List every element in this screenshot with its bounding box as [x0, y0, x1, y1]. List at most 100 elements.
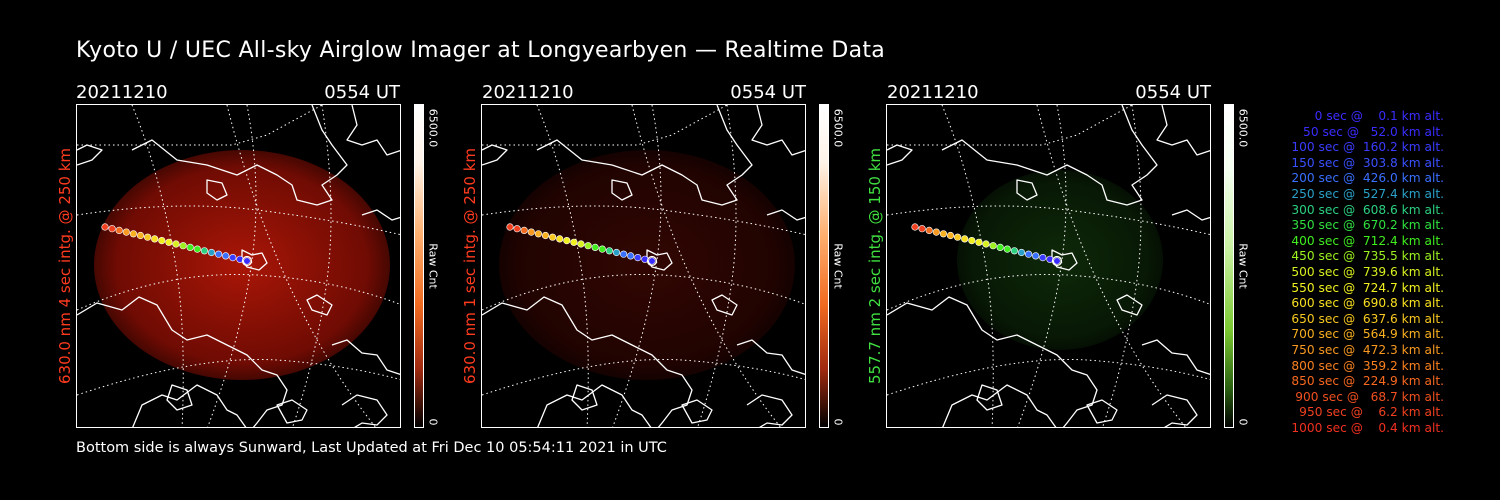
legend-row: 100 sec @ 160.2 km alt.	[1287, 140, 1444, 155]
legend-row: 650 sec @ 637.6 km alt.	[1287, 311, 1444, 326]
legend-row: 200 sec @ 426.0 km alt.	[1287, 171, 1444, 186]
legend-row: 850 sec @ 224.9 km alt.	[1287, 374, 1444, 389]
coastline	[482, 105, 805, 427]
trajectory-dot	[229, 254, 237, 262]
panel-1-map	[77, 105, 400, 427]
legend-row: 450 sec @ 735.5 km alt.	[1287, 249, 1444, 264]
trajectory-dot	[165, 238, 173, 246]
trajectory-dot	[1025, 250, 1033, 258]
trajectory-dot	[584, 242, 592, 250]
panel-1-time: 0554 UT	[324, 82, 400, 103]
panel-2-colorbar-unit: Raw Cnt	[831, 243, 845, 289]
trajectory-dot	[527, 228, 535, 236]
lat-lon-grid	[482, 105, 805, 427]
panel-2-map	[482, 105, 805, 427]
trajectory-dot	[172, 240, 180, 248]
lat-lon-grid	[77, 105, 400, 427]
trajectory-dot	[968, 237, 976, 245]
trajectory-dot	[506, 223, 514, 231]
panel-2-colorbar	[819, 104, 829, 428]
trajectory-dot	[634, 254, 642, 262]
legend-row: 900 sec @ 68.7 km alt.	[1291, 389, 1444, 404]
legend-row: 350 sec @ 670.2 km alt.	[1287, 218, 1444, 233]
trajectory-dot	[200, 247, 208, 255]
trajectory-dot	[953, 233, 962, 241]
trajectory-dot	[989, 242, 997, 250]
panel-2-time: 0554 UT	[730, 82, 806, 103]
legend-row: 800 sec @ 359.2 km alt.	[1287, 358, 1444, 373]
trajectory-dot	[1017, 248, 1026, 257]
page-title: Kyoto U / UEC All-sky Airglow Imager at …	[76, 38, 886, 63]
legend-row: 500 sec @ 739.6 km alt.	[1287, 264, 1444, 279]
panel-1-colorbar	[414, 104, 424, 428]
trajectory-dot	[939, 230, 948, 238]
panel-1-vertical-label: 630.0 nm 4 sec intg. @ 250 km	[56, 147, 74, 385]
coastline	[77, 105, 400, 427]
altitude-legend: 0 sec @ 0.1 km alt. 50 sec @ 52.0 km alt…	[1262, 109, 1444, 436]
legend-row: 1000 sec @ 0.4 km alt.	[1291, 420, 1444, 435]
trajectory-dot	[1039, 254, 1047, 262]
trajectory-dot	[612, 248, 621, 257]
launch-site-marker	[646, 255, 658, 267]
legend-row: 700 sec @ 564.9 km alt.	[1287, 327, 1444, 342]
lat-lon-grid	[887, 105, 1210, 427]
panel-1-colorbar-unit: Raw Cnt	[426, 243, 440, 289]
panel-2-image	[481, 104, 806, 428]
trajectory-dot	[513, 225, 521, 233]
legend-row: 750 sec @ 472.3 km alt.	[1287, 342, 1444, 357]
trajectory-dot	[946, 231, 955, 240]
panel-3-colorbar-unit: Raw Cnt	[1236, 243, 1250, 289]
trajectory-dot	[918, 225, 926, 233]
trajectory-markers	[911, 223, 1063, 267]
trajectory-markers	[101, 223, 253, 267]
trajectory-dot	[1032, 252, 1040, 260]
trajectory-dot	[591, 243, 599, 251]
trajectory-dot	[1010, 247, 1018, 255]
trajectory-dot	[556, 235, 564, 243]
legend-row: 400 sec @ 712.4 km alt.	[1287, 233, 1444, 248]
legend-row: 600 sec @ 690.8 km alt.	[1287, 296, 1444, 311]
airglow-region	[94, 150, 390, 380]
panel-3-colorbar-max: 6500.0	[1236, 108, 1250, 148]
trajectory-dot	[932, 228, 940, 236]
trajectory-dot	[193, 245, 201, 253]
trajectory-dot	[207, 248, 216, 257]
trajectory-dot	[598, 245, 606, 253]
trajectory-dot	[129, 230, 138, 238]
trajectory-dot	[1003, 245, 1011, 253]
legend-row: 950 sec @ 6.2 km alt.	[1295, 405, 1444, 420]
panel-1-image	[76, 104, 401, 428]
panel-3-map	[887, 105, 1210, 427]
trajectory-dot	[541, 231, 550, 240]
panel-3-vertical-label: 557.7 nm 2 sec intg. @ 150 km	[866, 147, 884, 385]
trajectory-dot	[577, 240, 585, 248]
trajectory-dot	[570, 238, 578, 246]
trajectory-dot	[911, 223, 919, 231]
trajectory-dot	[548, 233, 557, 241]
trajectory-dot	[158, 237, 166, 245]
trajectory-dot	[534, 230, 543, 238]
trajectory-dot	[1053, 257, 1061, 265]
trajectory-dot	[222, 252, 230, 260]
trajectory-dot	[648, 257, 656, 265]
legend-row: 250 sec @ 527.4 km alt.	[1287, 186, 1444, 201]
trajectory-dot	[627, 252, 635, 260]
trajectory-dot	[108, 225, 116, 233]
launch-site-marker	[1051, 255, 1063, 267]
legend-row: 300 sec @ 608.6 km alt.	[1287, 202, 1444, 217]
panel-1-colorbar-max: 6500.0	[426, 108, 440, 148]
legend-row: 550 sec @ 724.7 km alt.	[1287, 280, 1444, 295]
trajectory-dot	[605, 247, 613, 255]
trajectory-dot	[122, 228, 130, 236]
trajectory-dot	[186, 243, 194, 251]
panel-2-vertical-label: 630.0 nm 1 sec intg. @ 250 km	[461, 147, 479, 385]
panel-3-image	[886, 104, 1211, 428]
panel-2-colorbar-min: 0	[831, 418, 845, 426]
panel-2-colorbar-max: 6500.0	[831, 108, 845, 148]
trajectory-dot	[620, 250, 628, 258]
trajectory-dot	[215, 250, 223, 258]
trajectory-dot	[179, 242, 187, 250]
airglow-region	[499, 150, 795, 380]
legend-row: 0 sec @ 0.1 km alt.	[1303, 109, 1444, 123]
trajectory-dot	[143, 233, 152, 241]
